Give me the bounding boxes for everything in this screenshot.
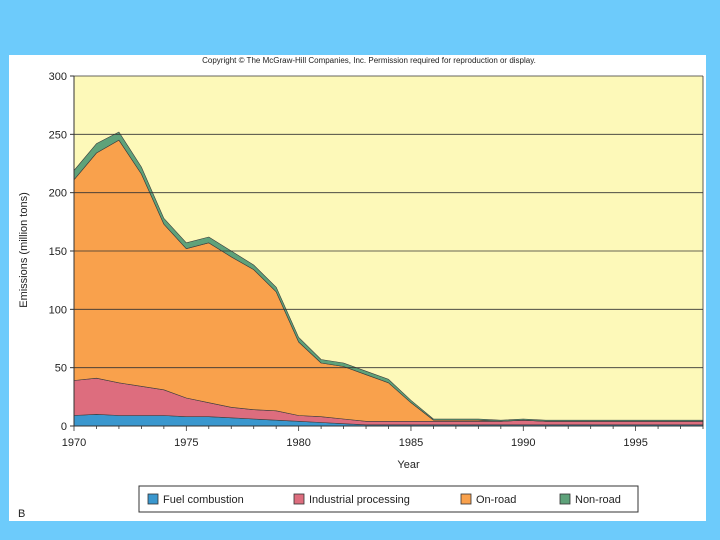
x-tick-label-1980: 1980 bbox=[286, 437, 310, 449]
legend-non-road-label: Non-road bbox=[575, 494, 621, 506]
x-axis-title: Year bbox=[397, 459, 420, 471]
legend-fuel-combustion-label: Fuel combustion bbox=[163, 494, 244, 506]
y-tick-label-50: 50 bbox=[55, 363, 67, 375]
y-tick-label-250: 250 bbox=[49, 129, 67, 141]
legend-on-road-label: On-road bbox=[476, 494, 516, 506]
legend-box bbox=[138, 485, 639, 513]
y-tick-label-150: 150 bbox=[49, 246, 67, 258]
panel-label: B bbox=[18, 508, 25, 520]
y-tick-label-0: 0 bbox=[61, 421, 67, 433]
legend-industrial-processing-label: Industrial processing bbox=[309, 494, 410, 506]
legend-on-road-swatch bbox=[460, 493, 472, 505]
y-axis-title: Emissions (million tons) bbox=[18, 192, 30, 308]
x-tick-label-1995: 1995 bbox=[623, 437, 647, 449]
legend-non-road-swatch bbox=[559, 493, 571, 505]
y-tick-label-100: 100 bbox=[49, 304, 67, 316]
x-tick-label-1970: 1970 bbox=[62, 437, 86, 449]
y-tick-label-300: 300 bbox=[49, 71, 67, 83]
legend-industrial-processing-swatch bbox=[293, 493, 305, 505]
y-tick-label-200: 200 bbox=[49, 188, 67, 200]
x-tick-label-1985: 1985 bbox=[399, 437, 423, 449]
x-tick-label-1975: 1975 bbox=[174, 437, 198, 449]
x-tick-label-1990: 1990 bbox=[511, 437, 535, 449]
copyright-notice: Copyright © The McGraw-Hill Companies, I… bbox=[202, 56, 536, 65]
legend-fuel-combustion-swatch bbox=[147, 493, 159, 505]
